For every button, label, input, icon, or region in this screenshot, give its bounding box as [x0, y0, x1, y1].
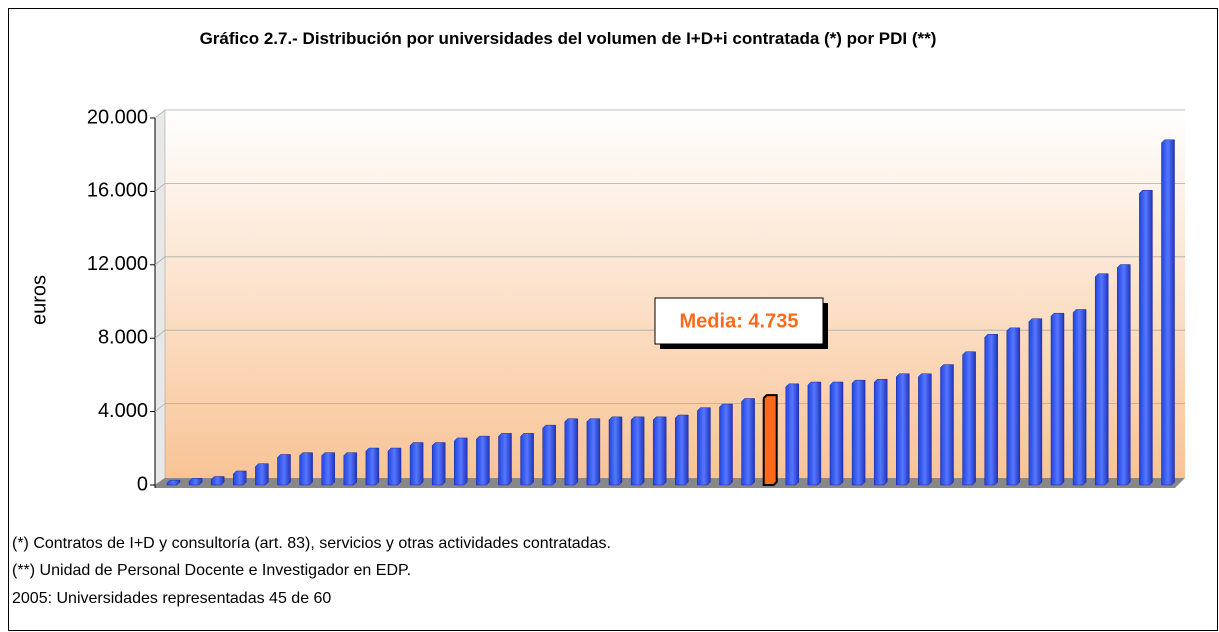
bar — [962, 351, 976, 486]
bar — [542, 424, 556, 486]
bar — [785, 383, 800, 486]
bar — [652, 416, 667, 486]
grid-line — [154, 256, 1185, 266]
y-tick-label: 8.000 — [98, 326, 148, 348]
footnote: 2005: Universidades representadas 45 de … — [12, 590, 331, 607]
grid-line — [154, 109, 1185, 119]
y-axis-label: euros — [28, 275, 50, 325]
bar — [873, 378, 888, 486]
bar — [1050, 312, 1065, 486]
bar — [1094, 273, 1109, 486]
bar — [299, 452, 313, 486]
bar — [454, 437, 468, 486]
bar — [1139, 189, 1153, 486]
side-wall — [154, 109, 166, 486]
bar — [851, 379, 866, 486]
bar — [918, 373, 932, 486]
y-tick-label: 20.000 — [87, 106, 148, 128]
bar — [365, 447, 380, 486]
bar — [233, 470, 247, 486]
bar — [210, 476, 225, 486]
bar — [1028, 318, 1043, 486]
annotation-box — [654, 297, 824, 345]
annotation: Media: 4.735 — [654, 297, 828, 349]
grid-line — [154, 329, 1185, 339]
footnote: (**) Unidad de Personal Docente e Invest… — [12, 562, 411, 579]
y-tick-label: 12.000 — [87, 253, 148, 275]
bar — [343, 452, 358, 486]
frame — [8, 8, 1218, 631]
y-tick-label: 16.000 — [87, 180, 148, 202]
y-tick-label: 4.000 — [98, 400, 148, 422]
bar — [321, 452, 335, 486]
bar — [1006, 327, 1021, 486]
annotation-text: Media: 4.735 — [680, 310, 799, 332]
bar — [188, 478, 203, 486]
grid-line — [154, 403, 1185, 412]
bar — [1161, 139, 1175, 486]
bar — [719, 403, 733, 486]
bar — [409, 442, 424, 486]
bar — [1117, 264, 1131, 486]
bar — [564, 418, 579, 486]
bar — [896, 373, 910, 486]
bar — [697, 407, 711, 486]
bar — [675, 414, 689, 486]
grid-line — [154, 182, 1185, 192]
bar — [255, 463, 269, 486]
chart-title: Gráfico 2.7.- Distribución por universid… — [199, 29, 937, 48]
bar — [829, 381, 844, 486]
bar — [277, 454, 291, 486]
bar — [166, 479, 181, 486]
bar — [608, 416, 623, 486]
bar — [741, 398, 755, 486]
bar — [1072, 309, 1087, 486]
bar — [498, 433, 512, 486]
y-tick-label: 0 — [137, 473, 148, 495]
bar — [586, 418, 601, 486]
bar — [431, 442, 446, 486]
bar — [630, 416, 645, 486]
footnote: (*) Contratos de I+D y consultoría (art.… — [12, 535, 611, 552]
bar — [387, 447, 402, 486]
bar — [984, 334, 998, 486]
bar — [940, 364, 954, 486]
bar — [520, 433, 534, 486]
bar — [476, 435, 490, 486]
bar — [807, 381, 822, 486]
bar — [762, 394, 778, 486]
